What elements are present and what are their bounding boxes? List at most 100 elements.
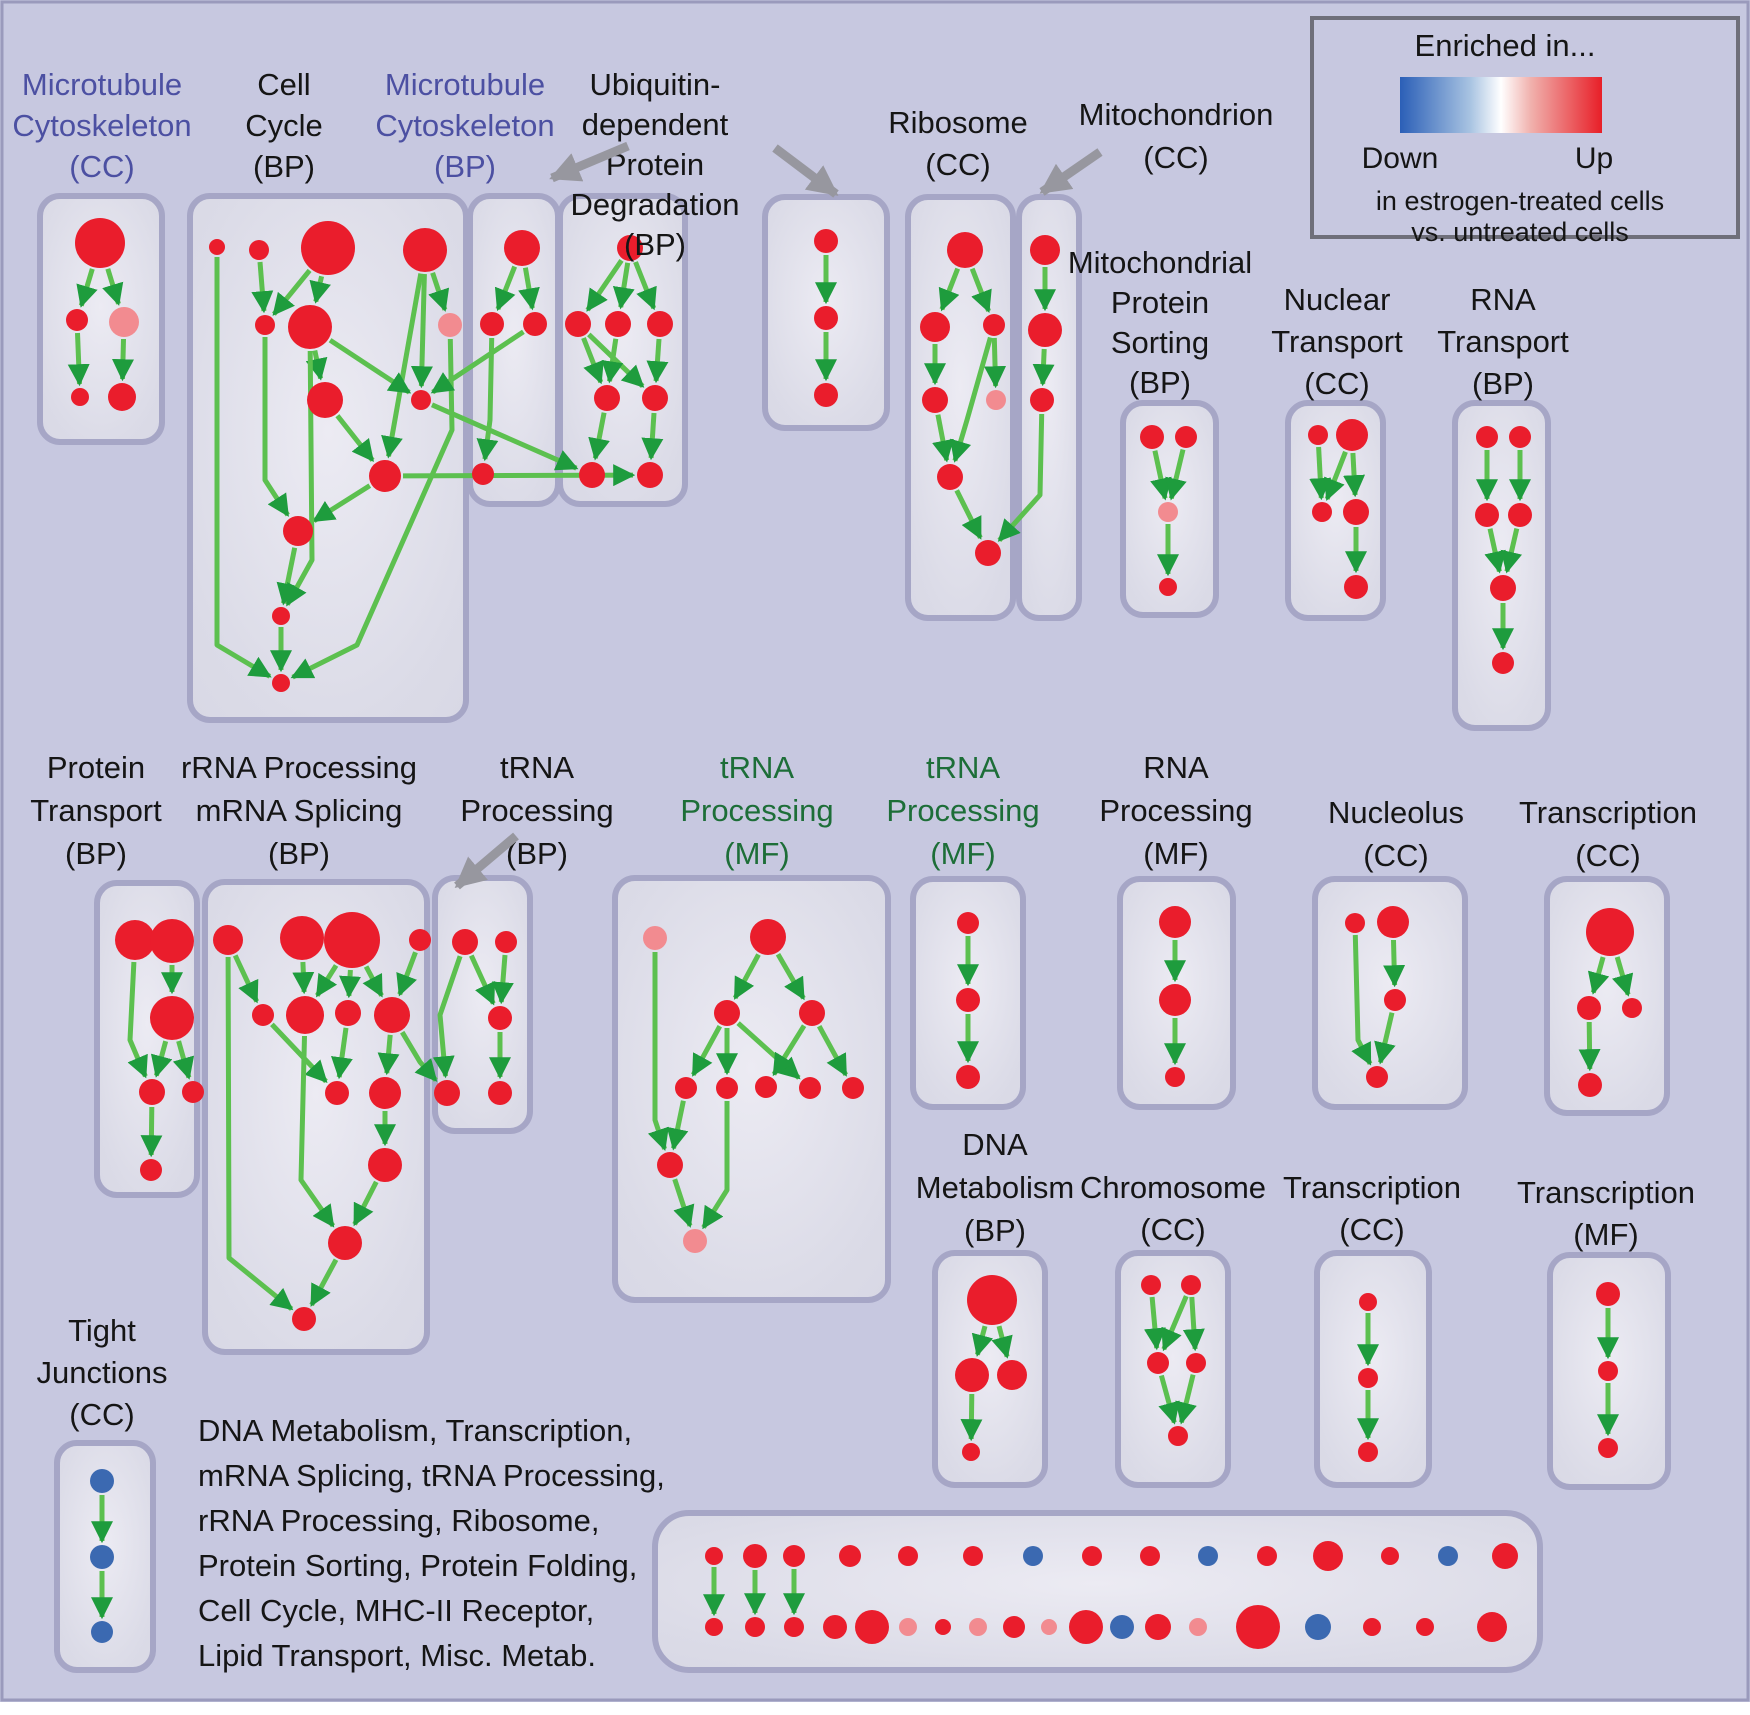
go-edge: [469, 954, 496, 1006]
go-edge: [410, 273, 433, 389]
go-node-transcription-mf-b: [1598, 1361, 1618, 1381]
go-edge: [775, 953, 806, 1001]
go-node-rrna-v: [368, 1148, 402, 1182]
go-node-misc-cluster-w16: [1305, 1614, 1331, 1640]
go-node-transcription-cc-2-c: [1358, 1442, 1378, 1462]
go-node-ubiquitin-f1: [579, 462, 605, 488]
go-node-cell-cycle-j: [369, 460, 401, 492]
cluster-label-trna-mf-1-line1: tRNA: [720, 750, 794, 785]
go-edge: [1612, 956, 1634, 997]
go-node-misc-cluster-w9: [1003, 1616, 1025, 1638]
cluster-label-rna-transport-line3: (BP): [1472, 366, 1534, 401]
go-node-misc-cluster-q5: [898, 1546, 918, 1566]
go-edge: [672, 1178, 695, 1228]
go-node-rna-transport-t2: [1509, 426, 1531, 448]
cluster-label-chromosome-line1: Chromosome: [1080, 1170, 1266, 1205]
cluster-label-transcription-cc-2-line1: Transcription: [1283, 1170, 1461, 1205]
go-edge: [1158, 1374, 1180, 1425]
go-node-ubiquitin-t: [617, 235, 643, 261]
go-edge: [954, 489, 983, 540]
legend-title: Enriched in...: [1415, 28, 1596, 63]
go-edge: [214, 257, 272, 679]
misc-line-2: mRNA Splicing, tRNA Processing,: [198, 1458, 665, 1493]
go-node-trna-mf-1-b1: [675, 1077, 697, 1099]
go-edge: [960, 1393, 983, 1442]
go-node-microtubule-cc-b: [109, 307, 139, 337]
go-edge: [494, 265, 518, 312]
go-edge: [1143, 1296, 1166, 1351]
go-node-mito-sorting-z: [1159, 578, 1177, 596]
cluster-label-trna-bp-line2: Processing: [460, 793, 613, 828]
go-node-chromosome-m2: [1186, 1353, 1206, 1373]
go-node-ubiquitin-2-c1: [814, 229, 838, 253]
cluster-label-rrna-line3: (BP): [268, 836, 330, 871]
go-node-trna-bp-b1: [434, 1080, 460, 1106]
go-node-nucleolus-m: [1384, 989, 1406, 1011]
go-node-microtubule-bp-b: [523, 312, 547, 336]
go-node-misc-cluster-w19: [1477, 1612, 1507, 1642]
go-node-misc-cluster-w2: [745, 1617, 765, 1637]
cluster-label-tight-junctions-line3: (CC): [69, 1397, 134, 1432]
go-node-misc-cluster-q11: [1257, 1546, 1277, 1566]
cluster-label-mitochondrion-line2: (CC): [1143, 140, 1208, 175]
legend-subtitle-1: in estrogen-treated cells: [1376, 186, 1664, 216]
go-node-misc-cluster-w18: [1416, 1618, 1434, 1636]
cluster-label-ribosome-line1: Ribosome: [888, 105, 1028, 140]
cluster-label-protein-transport-line3: (BP): [65, 836, 127, 871]
go-node-misc-cluster-w4: [823, 1615, 847, 1639]
go-edge: [262, 337, 290, 517]
go-node-ribosome-E: [986, 390, 1006, 410]
go-node-rrna-s3: [335, 1000, 361, 1026]
go-edge: [585, 258, 624, 312]
go-edge: [984, 337, 1007, 389]
cluster-label-trna-mf-2-line3: (MF): [930, 836, 995, 871]
go-edge: [938, 267, 961, 312]
go-node-rrna-s4: [374, 997, 410, 1033]
go-node-microtubule-cc-a: [66, 309, 88, 331]
go-edge: [76, 268, 98, 308]
go-edge: [612, 262, 635, 310]
cluster-label-rrna-line1: rRNA Processing: [181, 750, 417, 785]
go-edge: [476, 337, 499, 462]
go-node-rna-transport-b: [1492, 652, 1514, 674]
go-edge: [309, 275, 331, 304]
cluster-label-mitochondrion-line1: Mitochondrion: [1079, 97, 1274, 132]
go-node-rna-proc-mf-c: [1165, 1067, 1185, 1087]
cluster-label-rna-transport-line2: Transport: [1437, 324, 1569, 359]
go-node-protein-transport-D: [139, 1079, 165, 1105]
go-node-cell-cycle-g: [438, 313, 462, 337]
go-node-rrna-s2: [286, 996, 324, 1034]
go-edge: [111, 338, 134, 382]
cluster-label-mito-sorting-line4: (BP): [1129, 365, 1191, 400]
go-node-chromosome-t2: [1181, 1275, 1201, 1295]
go-node-misc-cluster-w11: [1069, 1610, 1103, 1644]
go-edge: [150, 1040, 173, 1078]
cluster-label-ubiquitin-line2: dependent: [582, 107, 729, 142]
legend-subtitle-2: vs. untreated cells: [1411, 217, 1629, 247]
go-edge: [172, 1040, 195, 1080]
go-node-protein-transport-F: [140, 1159, 162, 1181]
go-node-misc-cluster-q10: [1198, 1546, 1218, 1566]
go-edge: [588, 412, 610, 461]
go-node-rna-transport-m1: [1475, 503, 1499, 527]
cluster-label-transcription-cc-1-line1: Transcription: [1519, 795, 1697, 830]
go-node-microtubule-cc-t: [75, 218, 125, 268]
cluster-label-transcription-mf-line2: (MF): [1573, 1217, 1638, 1252]
go-node-rna-transport-t1: [1476, 426, 1498, 448]
cluster-label-microtubule-cc-line3: (CC): [69, 149, 134, 184]
cluster-label-protein-transport-line2: Transport: [30, 793, 162, 828]
cluster-box-chromosome: [1115, 1250, 1231, 1488]
go-node-protein-transport-A: [115, 920, 155, 960]
go-edge: [381, 273, 424, 459]
go-node-ubiquitin-m2: [605, 311, 631, 337]
go-node-ubiquitin-m1: [565, 311, 591, 337]
go-node-misc-cluster-w14: [1189, 1618, 1207, 1636]
misc-line-4: Protein Sorting, Protein Folding,: [198, 1548, 637, 1583]
go-edge: [292, 961, 315, 995]
go-edge: [491, 954, 514, 1005]
cluster-box-rna-transport: [1452, 400, 1551, 731]
go-node-misc-cluster-q13: [1381, 1547, 1399, 1565]
go-node-protein-transport-B: [150, 919, 194, 963]
go-node-misc-cluster-q8: [1082, 1546, 1102, 1566]
